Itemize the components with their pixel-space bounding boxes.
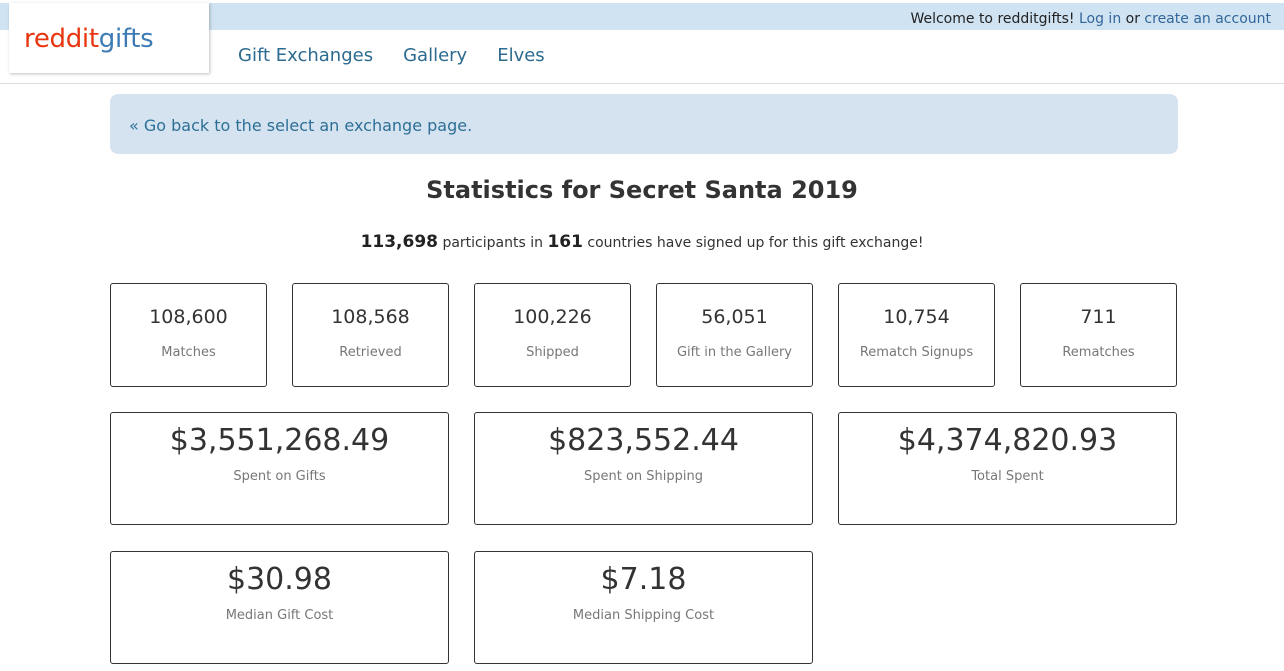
back-link[interactable]: « Go back to the select an exchange page… — [129, 116, 473, 135]
money-label: Total Spent — [971, 469, 1044, 484]
login-link[interactable]: Log in — [1078, 11, 1122, 27]
header-divider — [0, 83, 1284, 84]
money-value: $823,552.44 — [548, 423, 739, 458]
stat-label: Gift in the Gallery — [676, 345, 792, 360]
money-label: Spent on Gifts — [233, 469, 326, 484]
nav-gallery[interactable]: Gallery — [403, 45, 468, 66]
countries-text: countries have signed up for this gift e… — [587, 235, 924, 251]
stat-value: 100,226 — [513, 306, 592, 328]
page-title: Statistics for Secret Santa 2019 — [426, 176, 858, 204]
stat-label: Matches — [161, 345, 216, 360]
stat-label: Shipped — [526, 345, 579, 360]
back-banner: « Go back to the select an exchange page… — [110, 94, 1178, 154]
median-value: $30.98 — [227, 562, 332, 597]
summary-line: 113,698 participants in 161 countries ha… — [0, 232, 1284, 252]
median-card-shipping: $7.18 Median Shipping Cost — [474, 551, 813, 664]
participants-count: 113,698 — [360, 232, 438, 252]
stat-label: Retrieved — [339, 345, 402, 360]
stat-card-rematch-signups: 10,754 Rematch Signups — [838, 283, 995, 387]
money-value: $3,551,268.49 — [169, 423, 390, 458]
create-account-link[interactable]: create an account — [1144, 11, 1271, 27]
stat-value: 56,051 — [701, 306, 768, 328]
logo-reddit: reddit — [24, 24, 99, 54]
stat-card-retrieved: 108,568 Retrieved — [292, 283, 449, 387]
stat-label: Rematch Signups — [859, 345, 974, 360]
site-logo[interactable]: redditgifts — [24, 24, 154, 54]
stat-value: 10,754 — [883, 306, 950, 328]
stat-value: 108,600 — [149, 306, 228, 328]
money-card-gifts: $3,551,268.49 Spent on Gifts — [110, 412, 449, 525]
stat-card-shipped: 100,226 Shipped — [474, 283, 631, 387]
money-label: Spent on Shipping — [583, 469, 703, 484]
main-nav: Gift Exchanges Gallery Elves — [238, 45, 545, 66]
median-value: $7.18 — [600, 562, 687, 597]
top-bar — [0, 3, 1284, 30]
nav-gift-exchanges[interactable]: Gift Exchanges — [238, 45, 374, 66]
nav-elves[interactable]: Elves — [497, 45, 545, 66]
welcome-message: Welcome to redditgifts! Log in or create… — [910, 11, 1271, 27]
stat-card-matches: 108,600 Matches — [110, 283, 267, 387]
participants-text: participants in — [442, 235, 543, 251]
stat-value: 108,568 — [331, 306, 410, 328]
median-card-gift: $30.98 Median Gift Cost — [110, 551, 449, 664]
money-card-total: $4,374,820.93 Total Spent — [838, 412, 1177, 525]
logo-gifts: gifts — [98, 24, 154, 54]
stat-label: Rematches — [1062, 345, 1135, 360]
or-text: or — [1125, 11, 1140, 27]
median-label: Median Shipping Cost — [572, 608, 715, 623]
money-value: $4,374,820.93 — [897, 423, 1118, 458]
median-label: Median Gift Cost — [225, 608, 334, 623]
stat-value: 711 — [1080, 306, 1117, 328]
money-card-shipping: $823,552.44 Spent on Shipping — [474, 412, 813, 525]
stat-card-gallery: 56,051 Gift in the Gallery — [656, 283, 813, 387]
stat-card-rematches: 711 Rematches — [1020, 283, 1177, 387]
logo-box — [9, 3, 209, 73]
countries-count: 161 — [547, 232, 583, 252]
welcome-text: Welcome to redditgifts! — [910, 11, 1075, 27]
